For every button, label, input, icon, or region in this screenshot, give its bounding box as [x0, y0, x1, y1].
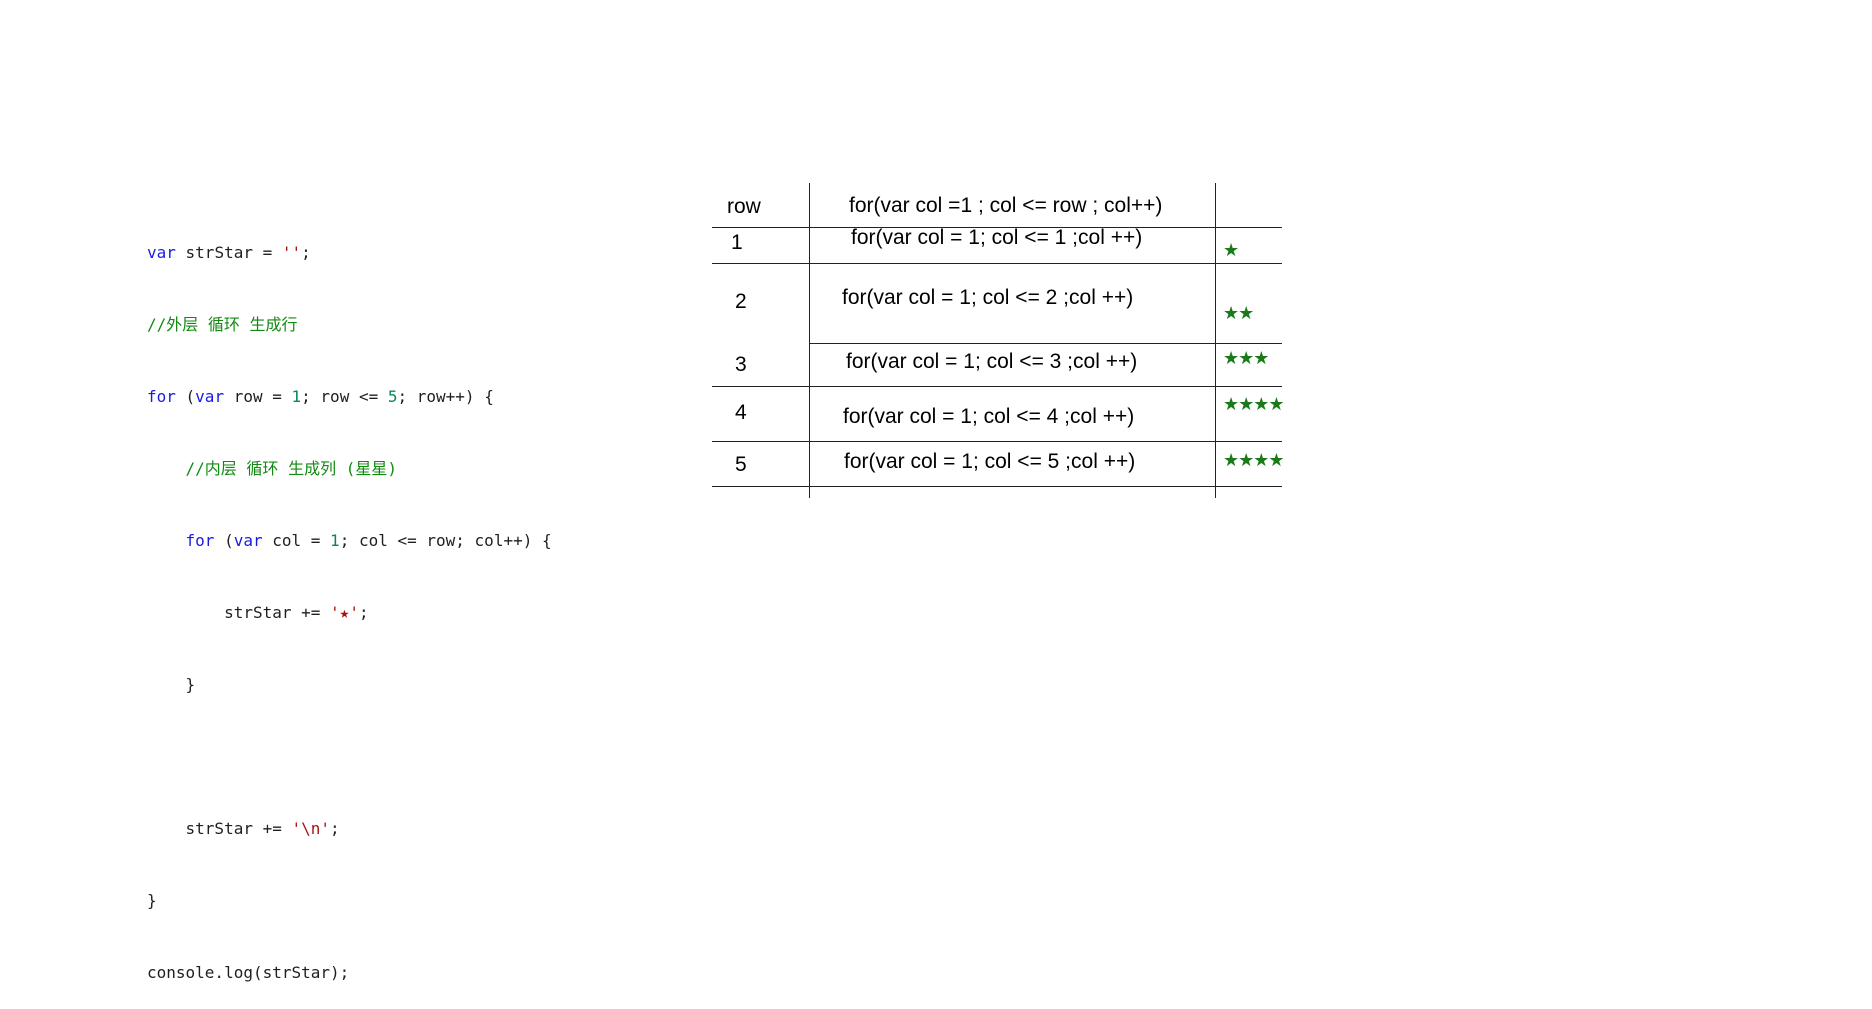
code-line-9: strStar += '\n'; — [147, 817, 552, 841]
row-stars: ★★ — [1223, 303, 1254, 324]
code-text: ; row <= — [301, 387, 388, 406]
loop-table: row for(var col =1 ; col <= row ; col++)… — [712, 183, 1285, 498]
code-text: console.log(strStar); — [147, 963, 350, 982]
code-line-10: } — [147, 889, 552, 913]
code-text: ( — [175, 387, 196, 406]
code-text: ; — [301, 243, 311, 262]
number-literal: 5 — [387, 387, 398, 406]
row-divider — [712, 227, 1282, 228]
row-number: 1 — [731, 231, 743, 254]
keyword: var — [233, 531, 263, 550]
row-divider — [712, 441, 1282, 442]
row-loop: for(var col = 1; col <= 2 ;col ++) — [842, 286, 1134, 309]
keyword: for — [147, 387, 176, 406]
row-stars: ★★★★ — [1223, 450, 1285, 471]
code-block: var strStar = ''; //外层 循环 生成行 for (var r… — [147, 193, 552, 1009]
row-divider — [712, 263, 1282, 264]
string-quote: ' — [330, 603, 340, 622]
string-quote: ' — [349, 603, 359, 622]
row-loop: for(var col = 1; col <= 5 ;col ++) — [844, 450, 1136, 473]
code-text: ; col <= row; col++) { — [339, 531, 552, 550]
number-literal: 1 — [291, 387, 302, 406]
row-stars: ★★★ — [1223, 348, 1269, 369]
code-text: col = — [262, 531, 331, 550]
comment: //外层 循环 生成行 — [147, 315, 298, 334]
code-line-2: //外层 循环 生成行 — [147, 313, 552, 337]
star-glyph: ★ — [339, 603, 350, 622]
row-loop: for(var col = 1; col <= 3 ;col ++) — [846, 350, 1138, 373]
row-divider — [712, 386, 1282, 387]
code-text: row = — [224, 387, 292, 406]
row-loop: for(var col = 1; col <= 1 ;col ++) — [851, 226, 1143, 249]
column-divider — [1215, 183, 1216, 498]
header-row-label: row — [727, 195, 761, 218]
keyword: for — [185, 531, 215, 550]
row-stars: ★★★★ — [1223, 394, 1285, 415]
header-loop-label: for(var col =1 ; col <= row ; col++) — [849, 194, 1163, 217]
code-text: ( — [214, 531, 234, 550]
code-text: } — [185, 675, 196, 694]
row-loop: for(var col = 1; col <= 4 ;col ++) — [843, 405, 1135, 428]
column-divider — [809, 183, 810, 498]
code-text: strStar = — [175, 243, 282, 262]
code-line-5: for (var col = 1; col <= row; col++) { — [147, 529, 552, 553]
keyword: var — [147, 243, 176, 262]
number-literal: 1 — [330, 531, 340, 550]
code-line-7: } — [147, 673, 552, 697]
row-number: 3 — [735, 353, 747, 376]
string-literal: '\n' — [291, 819, 331, 838]
row-number: 2 — [735, 290, 747, 313]
code-line-4: //内层 循环 生成列 (星星) — [147, 457, 552, 481]
code-line-3: for (var row = 1; row <= 5; row++) { — [147, 385, 552, 409]
code-text: ; row++) { — [397, 387, 494, 406]
code-text: ; — [358, 603, 369, 622]
row-stars: ★ — [1223, 240, 1239, 261]
row-number: 4 — [735, 401, 747, 424]
comment: //内层 循环 生成列 (星星) — [185, 459, 397, 478]
code-text: strStar += — [185, 819, 292, 838]
row-divider — [809, 343, 1282, 344]
string-literal: '' — [281, 243, 302, 262]
code-line-1: var strStar = ''; — [147, 241, 552, 265]
code-text: strStar += — [224, 603, 331, 622]
keyword: var — [195, 387, 225, 406]
code-text: ; — [330, 819, 340, 838]
code-line-11: console.log(strStar); — [147, 961, 552, 985]
code-text: } — [147, 891, 157, 910]
row-divider — [712, 486, 1282, 487]
code-line-6: strStar += '★'; — [147, 601, 552, 625]
row-number: 5 — [735, 453, 747, 476]
code-line-8 — [147, 745, 552, 769]
